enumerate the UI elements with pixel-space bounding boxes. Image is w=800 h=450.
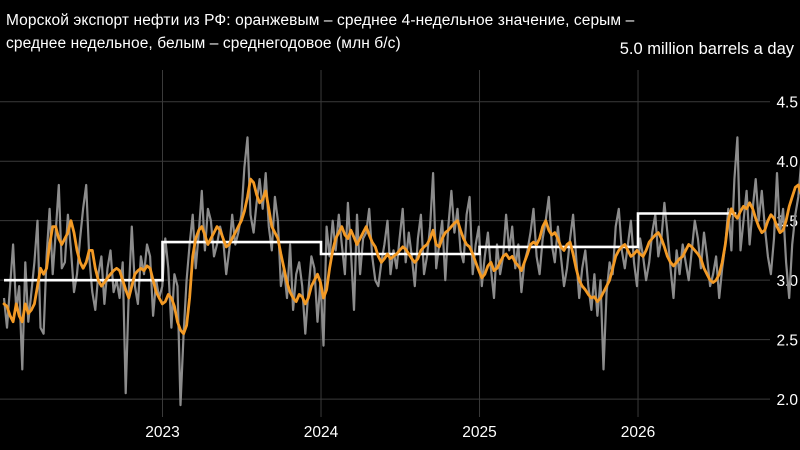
y-axis-ticks: 4.54.03.53.02.52.0 <box>776 95 798 409</box>
y-tick-label: 4.0 <box>776 154 798 171</box>
y-tick-label: 2.5 <box>776 333 798 350</box>
x-tick-label: 2025 <box>462 424 496 441</box>
x-tick-label: 2024 <box>304 424 339 441</box>
x-axis-ticks: 2023 2024 2025 2026 <box>145 424 655 441</box>
x-tick-label: 2023 <box>145 424 179 441</box>
y-tick-label: 2.0 <box>776 392 798 409</box>
y-tick-label: 4.5 <box>776 95 798 112</box>
annual-average-line <box>4 212 737 282</box>
four-week-average-line <box>2 177 800 336</box>
chart-title: Морской экспорт нефти из РФ: оранжевым –… <box>6 12 635 52</box>
x-tick-label: 2026 <box>621 424 655 441</box>
series-lines <box>2 136 800 407</box>
unit-label: 5.0 million barrels a day <box>619 40 794 58</box>
weekly-average-line <box>2 136 800 407</box>
